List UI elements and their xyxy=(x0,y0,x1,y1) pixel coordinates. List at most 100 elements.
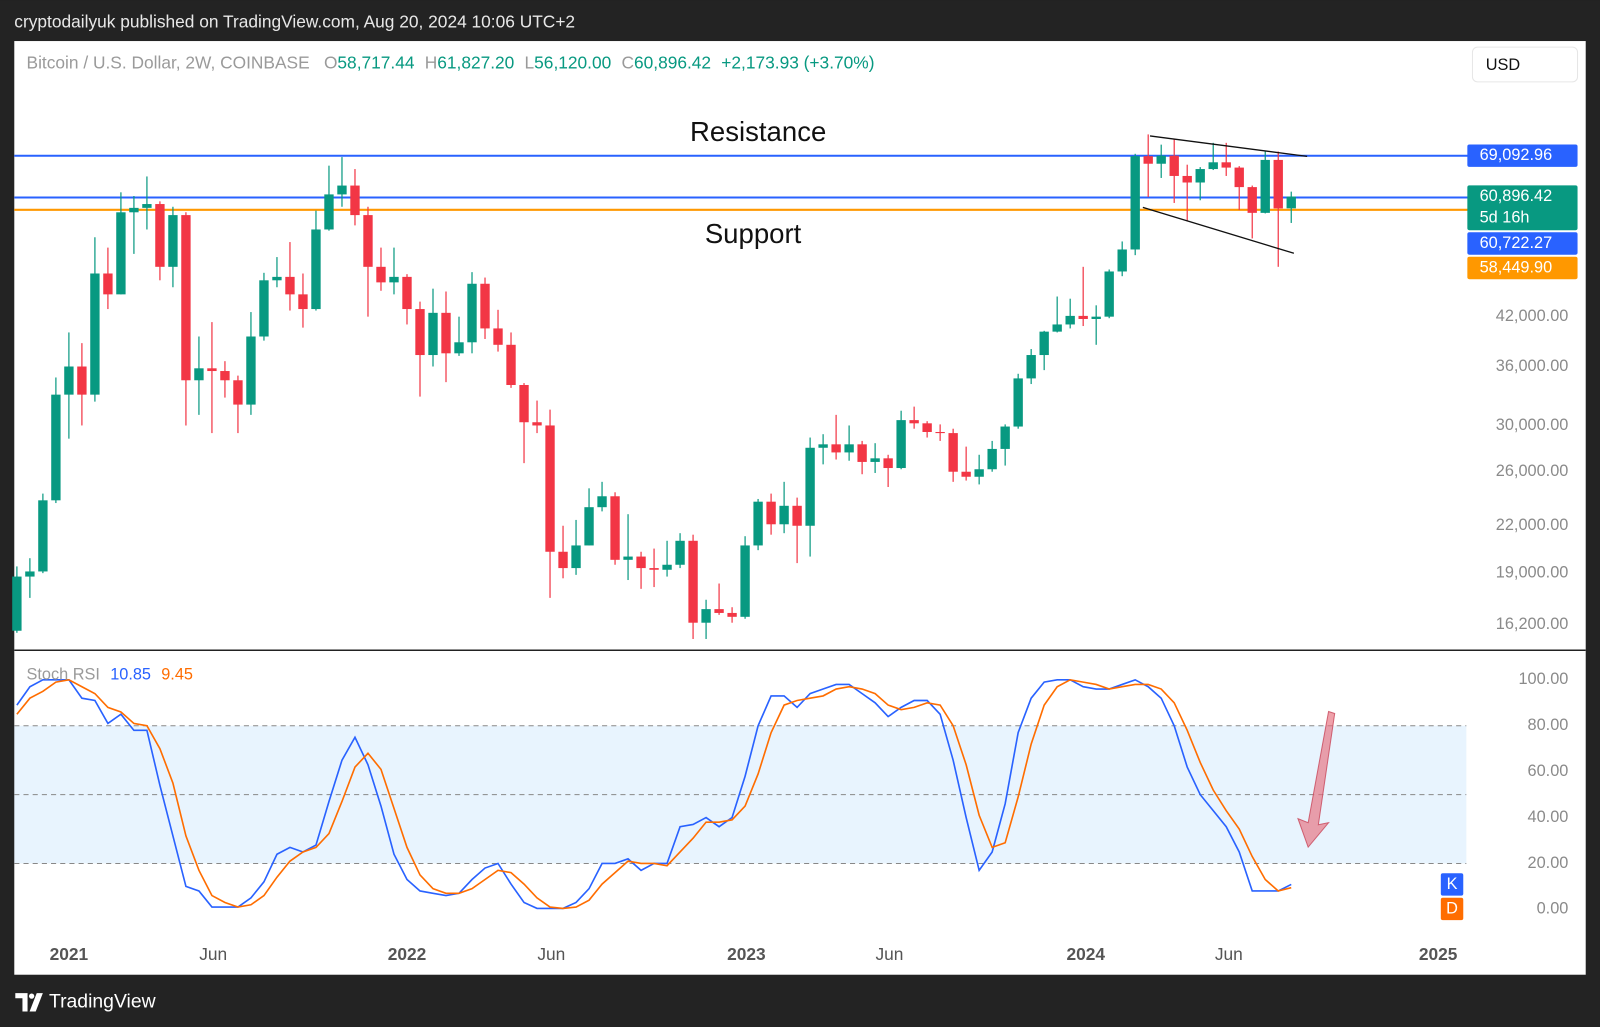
ohlc-key: L xyxy=(525,52,535,72)
currency-label: USD xyxy=(1486,56,1520,74)
candle-body xyxy=(51,394,61,501)
candle-body xyxy=(1013,378,1023,427)
candle-body xyxy=(922,423,932,432)
candle-body xyxy=(233,380,243,405)
x-tick-label: Jun xyxy=(875,944,903,964)
change: +2,173.93 (+3.70%) xyxy=(721,52,874,72)
candle-body xyxy=(636,556,646,569)
currency-button[interactable] xyxy=(1471,46,1579,83)
candle-body xyxy=(571,545,581,569)
axis-price-label xyxy=(1467,256,1578,280)
candle-body xyxy=(480,283,490,329)
candle-body xyxy=(311,229,321,310)
ohlc-value: 60,896.42 xyxy=(634,52,711,72)
x-tick-label: Jun xyxy=(199,944,227,964)
candle-body xyxy=(77,366,87,395)
x-tick-label: Jun xyxy=(537,944,565,964)
candle-body xyxy=(935,431,945,434)
y-tick-label: 30,000.00 xyxy=(1496,416,1569,434)
candle-body xyxy=(337,185,347,195)
candle-body xyxy=(1078,315,1088,319)
candle-body xyxy=(1286,196,1296,209)
ohlc-value: 58,717.44 xyxy=(337,52,414,72)
x-tick-label: 2024 xyxy=(1067,944,1106,964)
axis-price-label xyxy=(1467,232,1578,255)
label-layer: 69,092.96 60,896.42 5d 16h 60,722.27 58,449.… xyxy=(1440,144,1578,921)
annotation: Resistance xyxy=(690,116,826,147)
candle-body xyxy=(25,571,35,577)
candle-body xyxy=(324,194,334,230)
legend-value: 9.45 xyxy=(161,666,193,684)
candle-body xyxy=(1052,324,1062,332)
candle-body xyxy=(805,447,815,526)
candle-body xyxy=(1104,271,1114,317)
candle-body xyxy=(220,371,230,381)
annotation: Support xyxy=(705,218,802,249)
candle-body xyxy=(662,564,672,570)
ohlc-value: 56,120.00 xyxy=(534,52,611,72)
candle-body xyxy=(1117,249,1127,272)
candle-body xyxy=(1130,156,1140,250)
y-tick-label: 16,200.00 xyxy=(1496,615,1569,633)
candle-body xyxy=(155,204,165,267)
candle-body xyxy=(38,500,48,572)
axis-price-label xyxy=(1467,185,1578,231)
candle-body xyxy=(207,368,217,372)
price-line-label: 60,722.27 xyxy=(1480,234,1553,252)
symbol-header: Bitcoin / U.S. Dollar, 2W, COINBASE O58,7… xyxy=(27,52,875,72)
axis-price-label xyxy=(1467,144,1578,167)
candle-body xyxy=(129,207,139,213)
candle-body xyxy=(285,276,295,295)
ohlc-value: 61,827.20 xyxy=(437,52,514,72)
candle-body xyxy=(701,609,711,623)
candle-body xyxy=(623,556,633,560)
candle-body xyxy=(870,458,880,462)
candle-body xyxy=(766,501,776,525)
logo-mark xyxy=(15,993,28,1012)
x-tick-label: 2021 xyxy=(50,944,89,964)
candle-body xyxy=(506,344,516,385)
series-tag: K xyxy=(1447,875,1458,893)
main-layer xyxy=(12,134,1296,910)
candle-body xyxy=(246,336,256,405)
candle-body xyxy=(1091,316,1101,319)
x-tick-label: 2022 xyxy=(388,944,427,964)
axis-price-label xyxy=(1440,897,1464,921)
candle-body xyxy=(1156,155,1166,164)
y-tick-label: 42,000.00 xyxy=(1496,307,1569,325)
y-tick-label: 80.00 xyxy=(1528,716,1569,734)
candle-body xyxy=(857,444,867,462)
last-price-label: 60,896.42 xyxy=(1480,187,1553,205)
candle-body xyxy=(1026,355,1036,379)
candle-body xyxy=(1039,331,1049,356)
x-tick-label: 2023 xyxy=(727,944,766,964)
ohlc-key: C xyxy=(621,52,634,72)
candle-body xyxy=(441,312,451,354)
candle-body xyxy=(363,215,373,267)
candle-body xyxy=(818,444,828,448)
candle-body xyxy=(1260,159,1270,213)
logo-mark xyxy=(29,993,43,1012)
candle-body xyxy=(1234,167,1244,188)
candle-body xyxy=(1208,162,1218,170)
candle-body xyxy=(545,425,555,552)
logo-mark xyxy=(28,993,35,999)
candle-body xyxy=(896,420,906,469)
y-tick-label: 60.00 xyxy=(1528,762,1569,780)
candle-body xyxy=(181,215,191,381)
candle-body xyxy=(649,568,659,570)
candle-body xyxy=(103,273,113,295)
price-line-label: 58,449.90 xyxy=(1480,258,1553,276)
candle-body xyxy=(467,283,477,343)
candle-body xyxy=(584,507,594,546)
arrow xyxy=(1297,710,1336,849)
candle-body xyxy=(493,328,503,345)
candle-body xyxy=(974,469,984,477)
candle-body xyxy=(1065,315,1075,325)
symbol: Bitcoin / U.S. Dollar, 2W, COINBASE xyxy=(27,52,310,72)
candle-body xyxy=(948,433,958,472)
candle-body xyxy=(142,204,152,208)
candle-body xyxy=(64,366,74,395)
candle-body xyxy=(350,185,360,216)
